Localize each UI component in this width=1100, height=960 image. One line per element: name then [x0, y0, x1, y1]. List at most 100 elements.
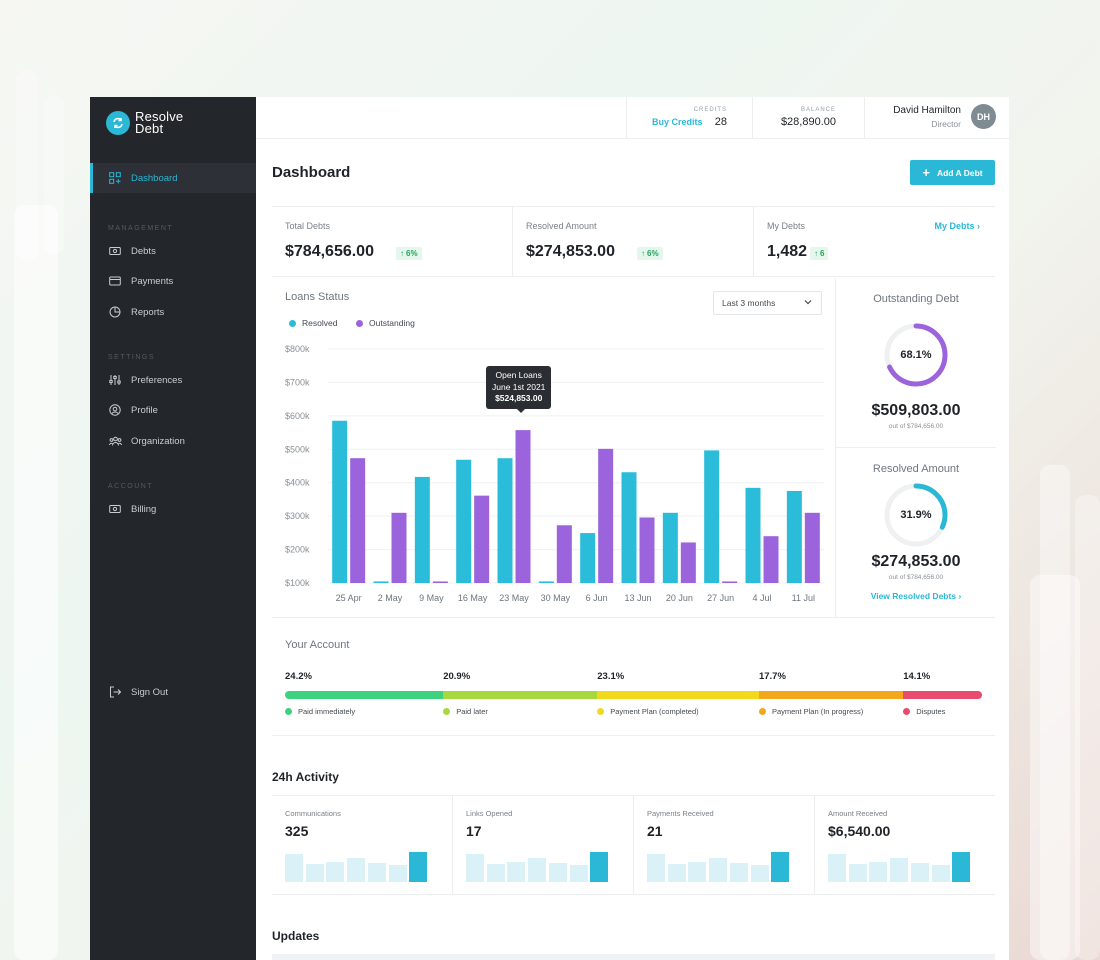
- activity-card-links-opened: Links Opened 17: [453, 796, 634, 895]
- divider: [836, 447, 996, 448]
- view-resolved-debts-link[interactable]: View Resolved Debts ›: [836, 591, 996, 601]
- activity-row: Communications 325 Links Opened 17 Payme…: [272, 795, 995, 895]
- stat-value: $274,853.00: [526, 243, 615, 260]
- sign-out-icon: [108, 685, 122, 699]
- cash-icon: [108, 244, 122, 258]
- updates-list: [272, 954, 995, 960]
- account-segment: [443, 691, 598, 699]
- stat-value: 1,482: [767, 243, 808, 260]
- stat-badge: ↑ 6%: [637, 247, 663, 260]
- loans-status-card: Loans Status Last 3 months Resolved Outs…: [272, 278, 835, 618]
- sparkbar: [771, 852, 790, 882]
- sparkbar: [688, 862, 707, 882]
- activity-value: 325: [285, 823, 309, 839]
- sidebar-item-label: Billing: [131, 503, 157, 515]
- credit-card-icon: [108, 274, 122, 288]
- view-resolved-label: View Resolved Debts: [870, 591, 957, 601]
- buy-credits-link[interactable]: Buy Credits: [652, 117, 703, 127]
- sparkbar: [305, 864, 324, 882]
- legend-label: Payment Plan (In progress): [771, 707, 864, 716]
- sliders-icon: [108, 373, 122, 387]
- bar-resolved: [538, 581, 554, 583]
- x-tick-label: 9 May: [419, 593, 444, 603]
- date-range-value: Last 3 months: [722, 298, 776, 308]
- y-tick-label: $800k: [285, 344, 310, 354]
- outstanding-debt-title: Outstanding Debt: [873, 293, 959, 305]
- sidebar-item-label: Profile: [131, 404, 158, 416]
- balance-value: $28,890.00: [780, 116, 836, 128]
- sidebar-item-reports[interactable]: Reports: [90, 297, 256, 327]
- updates-title: Updates: [272, 929, 320, 943]
- sidebar-item-debts[interactable]: Debts: [90, 236, 256, 266]
- add-debt-label: Add A Debt: [936, 167, 983, 178]
- bar-outstanding: [556, 525, 572, 583]
- legend-label: Outstanding: [369, 318, 415, 328]
- logo-text: Resolve Debt: [135, 109, 184, 136]
- sidebar-item-payments[interactable]: Payments: [90, 266, 256, 296]
- chevron-right-icon: ›: [958, 591, 962, 601]
- your-account-section: Your Account 24.2% Paid immediately 20.9% P…: [272, 619, 995, 736]
- outstanding-donut: [884, 323, 948, 387]
- bar-outstanding: [639, 517, 655, 583]
- add-debt-button[interactable]: + Add A Debt: [910, 160, 995, 185]
- sidebar-item-organization[interactable]: Organization: [90, 426, 256, 456]
- logo[interactable]: Resolve Debt: [106, 109, 184, 136]
- date-range-select[interactable]: Last 3 months: [713, 291, 822, 315]
- bar-outstanding: [350, 458, 366, 583]
- legend-label: Paid immediately: [298, 707, 356, 716]
- sidebar: Resolve Debt Dashboard MANAGEMENT Debts …: [90, 97, 256, 960]
- bar-resolved: [497, 458, 513, 583]
- bar-resolved: [456, 459, 472, 583]
- sidebar-item-label: Payments: [131, 275, 174, 287]
- page-title: Dashboard: [272, 164, 351, 181]
- bar-resolved: [373, 581, 389, 583]
- background-bar: [1030, 575, 1080, 960]
- sparkbar: [590, 852, 609, 882]
- sparkbar: [647, 854, 665, 882]
- outstanding-percent: 68.1%: [900, 349, 932, 361]
- bar-outstanding: [763, 536, 779, 583]
- sparkbar: [910, 863, 929, 882]
- stat-card-my-debts: My Debts 1,482 ↑ 6 My Debts ›: [754, 207, 995, 277]
- x-tick-label: 16 May: [458, 593, 488, 603]
- user-menu[interactable]: David Hamilton Director DH: [864, 97, 1009, 139]
- app-window: Resolve Debt Dashboard MANAGEMENT Debts …: [90, 97, 1009, 960]
- plus-icon: +: [922, 164, 930, 180]
- sidebar-item-label: Dashboard: [131, 172, 178, 184]
- sidebar-item-billing[interactable]: Billing: [90, 494, 256, 524]
- sparkbar: [750, 865, 769, 882]
- logo-line-2: Debt: [135, 121, 164, 136]
- activity-value: 17: [466, 823, 482, 839]
- bar-resolved: [786, 490, 802, 583]
- activity-title: 24h Activity: [272, 770, 339, 784]
- sidebar-item-profile[interactable]: Profile: [90, 395, 256, 425]
- logo-line-1: Resolve: [135, 109, 184, 124]
- x-tick-label: 30 May: [541, 593, 571, 603]
- resolved-amount-title: Resolved Amount: [872, 463, 960, 475]
- sparkbar: [347, 858, 366, 882]
- sidebar-item-preferences[interactable]: Preferences: [90, 365, 256, 395]
- tooltip-title: Open Loans: [495, 370, 542, 380]
- sparkbar: [828, 854, 846, 882]
- sparkbar: [952, 852, 971, 882]
- resolved-sub: out of $784,656.00: [888, 574, 944, 581]
- sparkbar: [486, 864, 505, 882]
- account-percent: 23.1%: [597, 671, 625, 682]
- my-debts-link-label: My Debts: [934, 221, 975, 231]
- loans-status-title: Loans Status: [285, 291, 350, 303]
- activity-label: Amount Received: [828, 809, 888, 818]
- avatar[interactable]: DH: [971, 104, 996, 129]
- my-debts-link[interactable]: My Debts ›: [934, 221, 980, 231]
- account-percent: 14.1%: [903, 671, 931, 682]
- y-tick-label: $200k: [285, 545, 310, 555]
- sign-out-button[interactable]: Sign Out: [90, 677, 256, 707]
- x-tick-label: 27 Jun: [707, 593, 734, 603]
- chevron-right-icon: ›: [977, 221, 980, 231]
- sidebar-item-dashboard[interactable]: Dashboard: [90, 163, 256, 193]
- section-label-account: ACCOUNT: [108, 483, 154, 490]
- bar-resolved: [332, 420, 348, 583]
- balance-panel: BALANCE $28,890.00: [752, 97, 864, 139]
- stat-badge-value: 6: [820, 249, 825, 258]
- sparkbar: [367, 863, 386, 882]
- arrow-up-icon: ↑: [814, 249, 818, 258]
